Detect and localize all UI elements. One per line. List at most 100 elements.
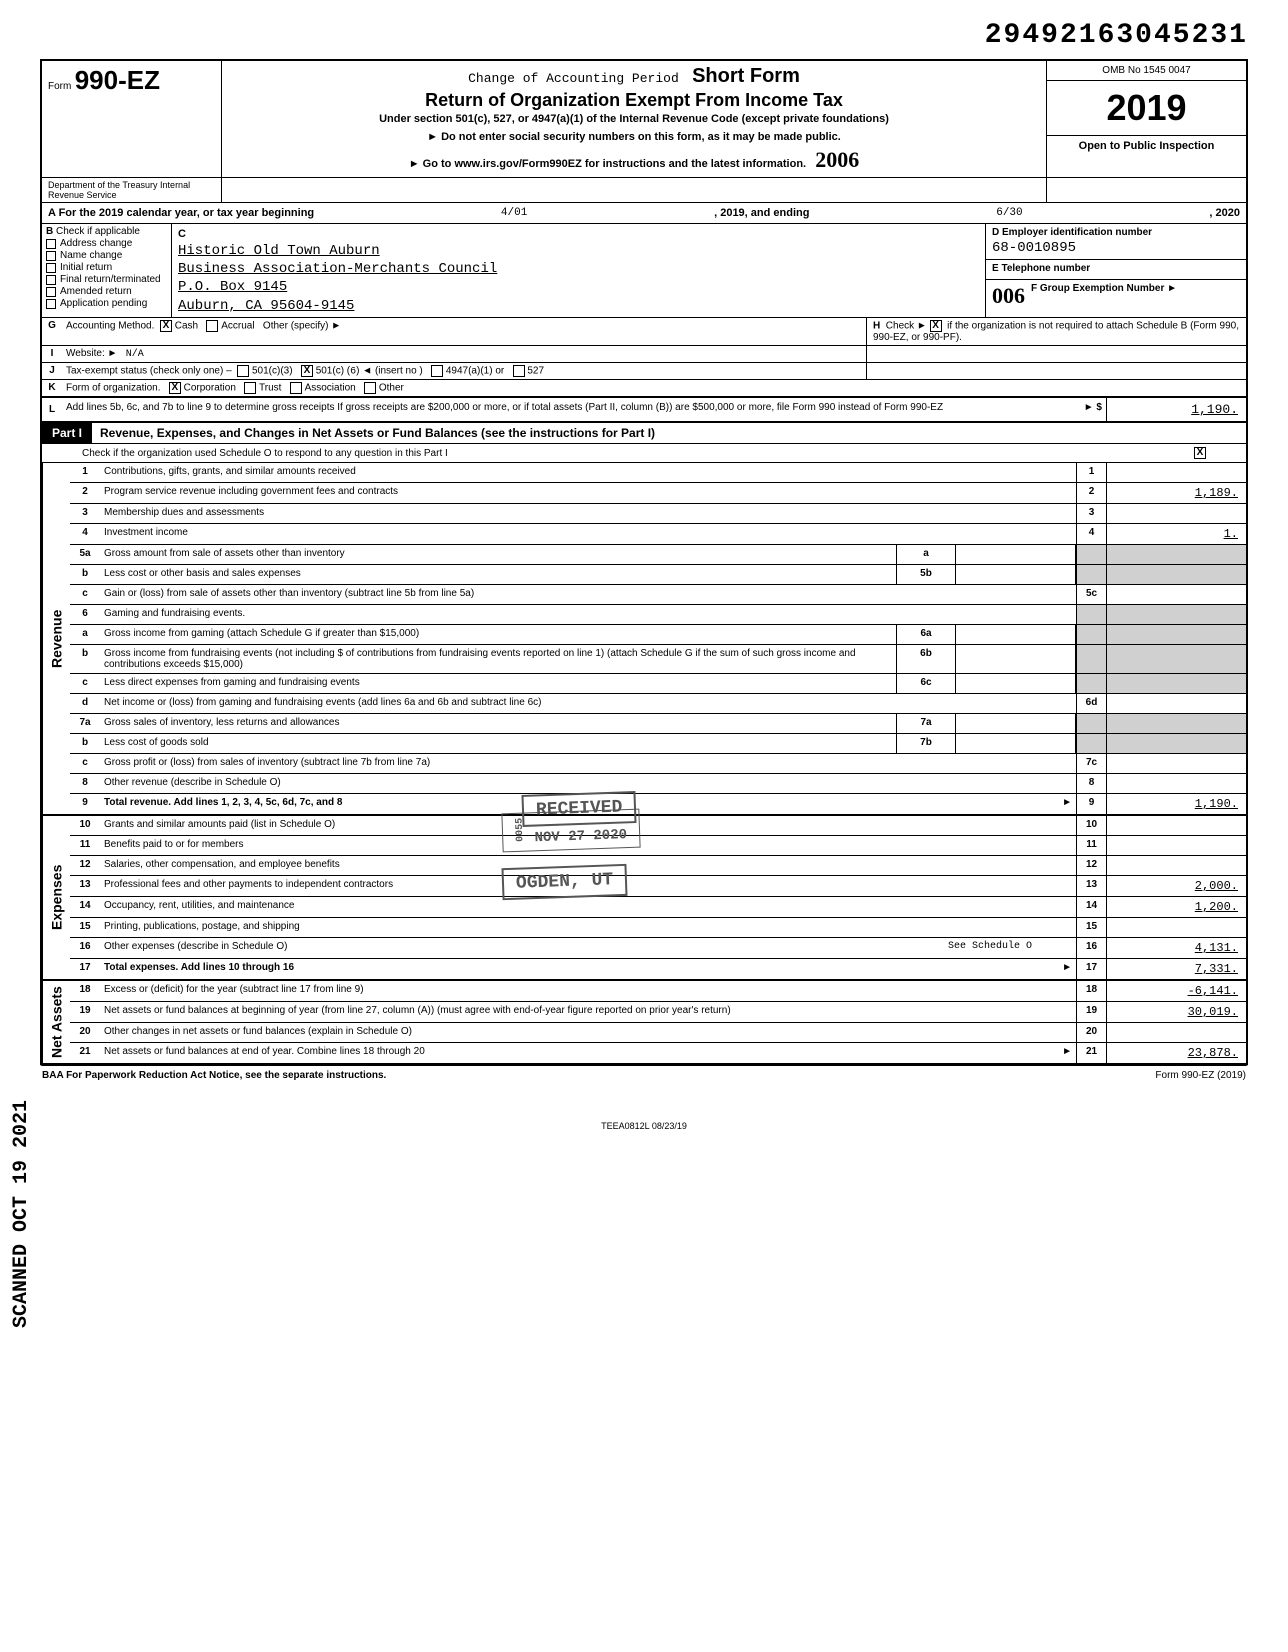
line-12: 12Salaries, other compensation, and empl… (70, 856, 1246, 876)
line-4-desc: Investment income (100, 524, 1076, 544)
checkbox-accrual[interactable] (206, 320, 218, 332)
line-5b-sub: 5b (896, 565, 956, 584)
footer-left: BAA For Paperwork Reduction Act Notice, … (42, 1070, 386, 1081)
line-6c: cLess direct expenses from gaming and fu… (70, 674, 1246, 694)
line-7c-num: 7c (1076, 754, 1106, 773)
checkbox-other-org[interactable] (364, 382, 376, 394)
line-17-num: 17 (1076, 959, 1106, 979)
line-9: 9Total revenue. Add lines 1, 2, 3, 4, 5c… (70, 794, 1246, 814)
document-number: 29492163045231 (40, 20, 1248, 51)
checkbox-501c[interactable]: X (301, 365, 313, 377)
line-6d-desc: Net income or (loss) from gaming and fun… (100, 694, 1076, 713)
part1-check-text: Check if the organization used Schedule … (82, 448, 1194, 459)
line-21-desc: Net assets or fund balances at end of ye… (104, 1046, 425, 1057)
checkbox-address-change[interactable] (46, 239, 56, 249)
other-org-label: Other (379, 383, 404, 394)
org-line2: Business Association-Merchants Council (178, 261, 497, 277)
line-10: 10Grants and similar amounts paid (list … (70, 816, 1246, 836)
opt-501c-suffix: ) ◄ (insert no ) (356, 365, 423, 376)
org-line3: P.O. Box 9145 (178, 279, 287, 295)
change-period: Change of Accounting Period (468, 71, 679, 86)
line-20: 20Other changes in net assets or fund ba… (70, 1023, 1246, 1043)
dept-row: Department of the Treasury Internal Reve… (40, 177, 1248, 203)
under-section: Under section 501(c), 527, or 4947(a)(1)… (232, 113, 1036, 125)
item-initial-return: Initial return (60, 262, 112, 273)
expenses-body: 10Grants and similar amounts paid (list … (70, 816, 1246, 979)
line-19-desc: Net assets or fund balances at beginning… (100, 1002, 1076, 1022)
line-2-desc: Program service revenue including govern… (100, 483, 1076, 503)
part1-label: Part I (42, 423, 92, 443)
row-k: K Form of organization. X Corporation Tr… (40, 379, 1248, 397)
date-stamp: NOV 27 2020 (534, 827, 627, 846)
line-7a: 7aGross sales of inventory, less returns… (70, 714, 1246, 734)
section-b: B Check if applicable Address change Nam… (42, 224, 172, 317)
line-6-desc: Gaming and fundraising events. (100, 605, 1076, 624)
other-label: Other (specify) ► (263, 320, 341, 331)
line-6c-sub: 6c (896, 674, 956, 693)
checkbox-name-change[interactable] (46, 251, 56, 261)
do-not-enter: ► Do not enter social security numbers o… (232, 131, 1036, 143)
line-a-mid: , 2019, and ending (714, 207, 809, 219)
line-6: 6Gaming and fundraising events. (70, 605, 1246, 625)
checkbox-527[interactable] (513, 365, 525, 377)
line-8-num: 8 (1076, 774, 1106, 793)
net-assets-body: 18Excess or (deficit) for the year (subt… (70, 981, 1246, 1063)
line-2: 2Program service revenue including gover… (70, 483, 1246, 504)
check-if: Check if applicable (56, 226, 140, 237)
h-label: H (873, 320, 880, 331)
line-13-amt: 2,000. (1106, 876, 1246, 896)
section-c: C Historic Old Town Auburn Business Asso… (172, 224, 986, 317)
net-assets-section: Net Assets 18Excess or (deficit) for the… (40, 981, 1248, 1065)
line-17: 17Total expenses. Add lines 10 through 1… (70, 959, 1246, 979)
b-label: B (46, 226, 53, 237)
section-d: D Employer identification number 68-0010… (986, 224, 1246, 260)
line-5c-desc: Gain or (loss) from sale of assets other… (100, 585, 1076, 604)
trust-label: Trust (259, 383, 281, 394)
h-cont (866, 346, 1246, 362)
line-18: 18Excess or (deficit) for the year (subt… (70, 981, 1246, 1002)
line-7a-sub: 7a (896, 714, 956, 733)
org-name: Historic Old Town Auburn Business Associ… (178, 242, 979, 315)
expenses-label: Expenses (42, 816, 70, 979)
corp-label: Corporation (184, 383, 236, 394)
checkbox-4947[interactable] (431, 365, 443, 377)
line-16: 16Other expenses (describe in Schedule O… (70, 938, 1246, 959)
line-6b-sub: 6b (896, 645, 956, 673)
revenue-body: 1Contributions, gifts, grants, and simil… (70, 463, 1246, 814)
checkbox-corp[interactable]: X (169, 382, 181, 394)
checkbox-pending[interactable] (46, 299, 56, 309)
e-text: Telephone number (1001, 263, 1090, 274)
ein-value: 68-0010895 (992, 240, 1240, 256)
section-f: 006 F Group Exemption Number ► (986, 280, 1246, 297)
d-text: Employer identification number (1002, 227, 1152, 238)
checkbox-final-return[interactable] (46, 275, 56, 285)
line-11: 11Benefits paid to or for members11 (70, 836, 1246, 856)
item-amended: Amended return (60, 286, 132, 297)
checkbox-cash[interactable]: X (160, 320, 172, 332)
line-15-desc: Printing, publications, postage, and shi… (100, 918, 1076, 937)
cash-label: Cash (175, 320, 198, 331)
goto-text: ► Go to www.irs.gov/Form990EZ for instru… (409, 158, 806, 170)
line-21-num: 21 (1076, 1043, 1106, 1063)
org-info-block: B Check if applicable Address change Nam… (40, 224, 1248, 317)
checkbox-schedule-o[interactable]: X (1194, 447, 1206, 459)
line-6d: dNet income or (loss) from gaming and fu… (70, 694, 1246, 714)
line-15: 15Printing, publications, postage, and s… (70, 918, 1246, 938)
org-line4: Auburn, CA 95604-9145 (178, 298, 354, 314)
checkbox-h[interactable]: X (930, 320, 942, 332)
line-17-amt: 7,331. (1106, 959, 1246, 979)
scanned-stamp: SCANNED OCT 19 2021 (10, 1100, 33, 1328)
checkbox-amended[interactable] (46, 287, 56, 297)
line-a-end-month: 6/30 (809, 207, 1209, 219)
line-6a-sub: 6a (896, 625, 956, 644)
item-address-change: Address change (60, 238, 132, 249)
line-a-prefix: A For the 2019 calendar year, or tax yea… (48, 207, 314, 219)
checkbox-initial-return[interactable] (46, 263, 56, 273)
line-10-num: 10 (1076, 816, 1106, 835)
line-5a-sub: a (896, 545, 956, 564)
checkbox-assoc[interactable] (290, 382, 302, 394)
checkbox-501c3[interactable] (237, 365, 249, 377)
checkbox-trust[interactable] (244, 382, 256, 394)
k-label: K (42, 380, 62, 396)
k-content: Form of organization. X Corporation Trus… (62, 380, 1246, 396)
